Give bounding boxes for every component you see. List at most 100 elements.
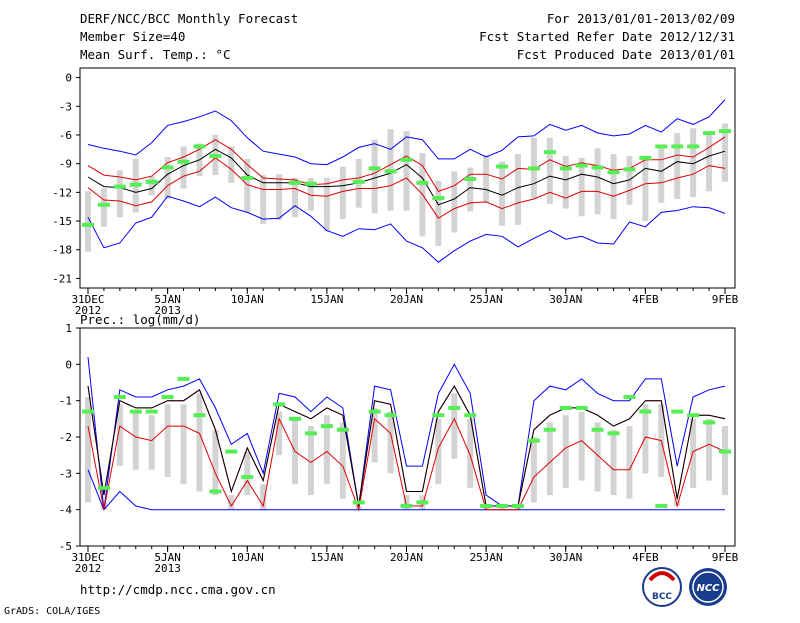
observation-mark bbox=[416, 180, 429, 185]
spread-box bbox=[100, 188, 107, 227]
spread-box bbox=[244, 158, 251, 213]
footer-url[interactable]: http://cmdp.ncc.cma.gov.cn bbox=[80, 582, 276, 597]
y-tick-label: -5 bbox=[59, 540, 72, 553]
spread-box bbox=[706, 418, 713, 481]
spread-box bbox=[276, 174, 283, 221]
observation-mark bbox=[559, 166, 572, 171]
observation-mark bbox=[527, 438, 540, 443]
observation-mark bbox=[464, 413, 477, 418]
observation-mark bbox=[623, 167, 636, 172]
spread-box bbox=[562, 156, 569, 209]
spread-box bbox=[562, 415, 569, 488]
spread-box bbox=[578, 411, 585, 481]
observation-mark bbox=[703, 131, 716, 136]
spread-box bbox=[85, 191, 91, 252]
x-tick-label: 15JAN bbox=[310, 551, 343, 564]
observation-mark bbox=[575, 405, 588, 410]
observation-mark bbox=[161, 165, 174, 170]
panel-1: 0 -3 -6 -9 -12 -15 -18 -21 31DEC 5JAN 10JAN 15JAN 20… bbox=[52, 67, 739, 317]
y-tick-label: -3 bbox=[59, 467, 72, 480]
spread-box bbox=[180, 146, 187, 189]
spread-box bbox=[690, 128, 697, 198]
spread-box bbox=[403, 495, 410, 510]
observation-mark bbox=[719, 129, 731, 134]
observation-mark bbox=[591, 165, 604, 170]
spread-box bbox=[674, 133, 681, 200]
observation-mark bbox=[687, 413, 700, 418]
y-tick-label: -1 bbox=[59, 395, 72, 408]
x-tick-label: 9FEB bbox=[712, 293, 739, 306]
y-tick-label: 0 bbox=[65, 72, 72, 85]
observation-mark bbox=[241, 176, 254, 180]
max-line bbox=[87, 99, 726, 166]
observation-mark bbox=[687, 144, 700, 149]
spread-box bbox=[530, 437, 537, 503]
header-start-date: Fcst Started Refer Date 2012/12/31 bbox=[479, 29, 735, 44]
observation-mark bbox=[655, 144, 668, 149]
x-tick-label: 4FEB bbox=[632, 551, 659, 564]
upper-spread-line bbox=[87, 136, 726, 193]
observation-mark bbox=[543, 150, 556, 155]
max-line bbox=[87, 357, 726, 510]
spread-box bbox=[451, 393, 458, 459]
y-tick-label: -9 bbox=[59, 158, 72, 171]
observation-mark bbox=[496, 504, 509, 509]
spread-box bbox=[467, 418, 474, 488]
spread-box bbox=[546, 137, 553, 204]
header-period: For 2013/01/01-2013/02/09 bbox=[547, 11, 735, 26]
observation-mark bbox=[432, 196, 445, 201]
lower-spread-line bbox=[87, 157, 726, 219]
x-year-label: 2013 bbox=[154, 562, 181, 575]
y-tick-label: -12 bbox=[52, 186, 72, 199]
header-produced-date: Fcst Produced Date 2013/01/01 bbox=[517, 47, 735, 62]
spread-box bbox=[212, 429, 219, 496]
x-tick-label: 5JAN bbox=[154, 293, 181, 306]
observation-mark bbox=[241, 474, 254, 479]
observation-mark bbox=[352, 179, 365, 184]
x-tick-label: 31DEC bbox=[71, 551, 104, 564]
panel2-title: Prec.: log(mm/d) bbox=[80, 312, 200, 327]
spread-box bbox=[228, 495, 235, 510]
spread-box bbox=[514, 154, 521, 225]
x-tick-label: 10JAN bbox=[231, 551, 264, 564]
spread-box bbox=[307, 426, 314, 496]
spread-box bbox=[196, 393, 203, 492]
spread-box bbox=[260, 175, 267, 224]
observation-mark bbox=[368, 166, 381, 171]
observation-mark bbox=[559, 405, 572, 410]
y-tick-label: -4 bbox=[59, 504, 73, 517]
observation-mark bbox=[432, 413, 445, 418]
spread-box bbox=[148, 176, 155, 196]
observation-mark bbox=[352, 500, 365, 505]
observation-mark bbox=[177, 159, 190, 164]
spread-box bbox=[435, 418, 442, 485]
observation-mark bbox=[320, 424, 333, 429]
header-title: DERF/NCC/BCC Monthly Forecast bbox=[80, 11, 298, 26]
observation-mark bbox=[719, 449, 731, 454]
spread-box bbox=[594, 422, 601, 492]
y-tick-label: -6 bbox=[59, 129, 72, 142]
spread-box bbox=[244, 451, 251, 496]
spread-box bbox=[371, 139, 378, 214]
observation-mark bbox=[527, 166, 540, 171]
observation-mark bbox=[400, 504, 413, 509]
observation-mark bbox=[113, 395, 126, 400]
spread-box bbox=[339, 422, 346, 499]
observation-mark bbox=[703, 420, 716, 425]
spread-box bbox=[323, 178, 330, 232]
spread-box bbox=[642, 404, 649, 474]
observation-mark bbox=[209, 154, 222, 158]
spread-box bbox=[276, 411, 283, 456]
spread-box bbox=[307, 178, 314, 211]
observation-mark bbox=[480, 504, 493, 509]
observation-mark bbox=[289, 180, 302, 185]
footer-credit: GrADS: COLA/IGES bbox=[4, 606, 100, 617]
x-tick-label: 5JAN bbox=[154, 551, 181, 564]
x-year-label: 2012 bbox=[75, 562, 102, 575]
spread-box bbox=[148, 415, 155, 470]
spread-box bbox=[339, 166, 346, 220]
spread-box bbox=[323, 415, 330, 485]
x-tick-label: 20JAN bbox=[390, 551, 423, 564]
